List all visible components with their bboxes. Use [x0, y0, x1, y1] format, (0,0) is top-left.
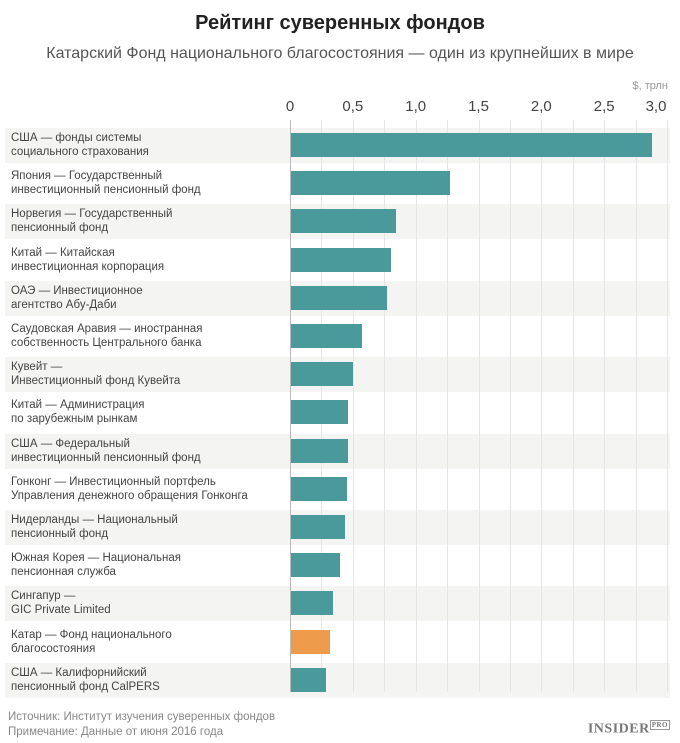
bar-row: Катар — Фонд национального благосостояни…: [5, 625, 670, 660]
bar-highlighted: [291, 629, 331, 654]
x-tick-label: 0: [285, 98, 295, 115]
bar-row: Китай — Китайская инвестиционная корпора…: [5, 243, 670, 278]
bar: [291, 285, 387, 310]
bar: [291, 362, 353, 387]
category-label: Южная Корея — Национальная пенсионная сл…: [11, 552, 182, 579]
bar: [291, 209, 396, 234]
gridline: [667, 120, 668, 692]
category-label: Норвегия — Государственный пенсионный фо…: [11, 208, 173, 235]
logo-text: INSIDER: [587, 721, 650, 737]
gridline: [384, 120, 386, 692]
category-label: Китай — Китайская инвестиционная корпора…: [11, 246, 165, 273]
bar: [291, 400, 348, 425]
date-note: Примечание: Данные от июня 2016 года: [8, 726, 224, 738]
bar-row: Китай — Администрация по зарубежным рынк…: [5, 395, 670, 430]
bar: [291, 476, 347, 501]
gridline: [509, 120, 511, 692]
bar: [291, 667, 327, 692]
gridline: [478, 120, 480, 692]
x-tick-label: 0,5: [342, 98, 364, 115]
y-axis-line: [290, 120, 291, 692]
bar-row: США — Калифорнийский пенсионный фонд Cal…: [5, 662, 670, 698]
bar-row: Гонконг — Инвестиционный портфель Управл…: [5, 472, 670, 507]
bar: [291, 438, 348, 463]
gridline: [541, 120, 543, 692]
x-tick-label: 2,0: [530, 98, 552, 115]
chart-subtitle: Катарский Фонд национального благосостоя…: [46, 45, 634, 62]
bar-row: Япония — Государственный инвестиционный …: [5, 166, 670, 201]
category-label: Нидерланды — Национальный пенсионный фон…: [11, 514, 178, 540]
bar-row: Южная Корея — Национальная пенсионная сл…: [5, 548, 670, 583]
x-tick-label: 1,0: [405, 98, 427, 115]
category-label: Катар — Фонд национального благосостояни…: [11, 628, 172, 655]
gridline: [415, 120, 417, 692]
bar: [291, 591, 333, 616]
source-note: Источник: Институт изучения суверенных ф…: [8, 711, 276, 723]
gridline: [635, 120, 637, 692]
category-label: Сингапур — GIC Private Limited: [11, 590, 111, 617]
category-label: Гонконг — Инвестиционный портфель Управл…: [11, 475, 248, 502]
bar: [291, 515, 346, 539]
category-label: США — Калифорнийский пенсионный фонд Cal…: [11, 666, 160, 693]
logo-sup: PRO: [649, 720, 670, 730]
x-tick-label: 1,5: [468, 98, 489, 115]
category-label: Кувейт — Инвестиционный фонд Кувейта: [11, 361, 181, 388]
bar: [291, 171, 450, 196]
bar: [291, 133, 652, 157]
category-label: Саудовская Аравия — иностранная собствен…: [11, 323, 203, 349]
category-label: США — фонды системы социального страхова…: [11, 132, 149, 158]
axis-unit-label: $, трлн: [632, 80, 668, 92]
chart-title: Рейтинг суверенных фондов: [195, 12, 485, 34]
bar: [291, 553, 341, 578]
category-label: ОАЭ — Инвестиционное агентство Абу-Даби: [11, 284, 143, 311]
gridline: [352, 120, 354, 692]
category-label: Япония — Государственный инвестиционный …: [11, 170, 201, 197]
category-label: США — Федеральный инвестиционный пенсион…: [11, 437, 201, 464]
insider-pro-logo: INSIDER PRO: [587, 720, 670, 738]
bar: [291, 324, 362, 348]
bar-row: Саудовская Аравия — иностранная собствен…: [5, 319, 670, 354]
bar-row: Сингапур — GIC Private Limited: [5, 586, 670, 622]
gridline: [604, 120, 606, 692]
category-label: Китай — Администрация по зарубежным рынк…: [11, 399, 145, 426]
x-tick-label: 3,0: [645, 98, 667, 115]
bar: [291, 247, 391, 272]
gridline: [572, 120, 574, 692]
gridline: [447, 120, 449, 692]
x-tick-label: 2,5: [593, 98, 615, 115]
